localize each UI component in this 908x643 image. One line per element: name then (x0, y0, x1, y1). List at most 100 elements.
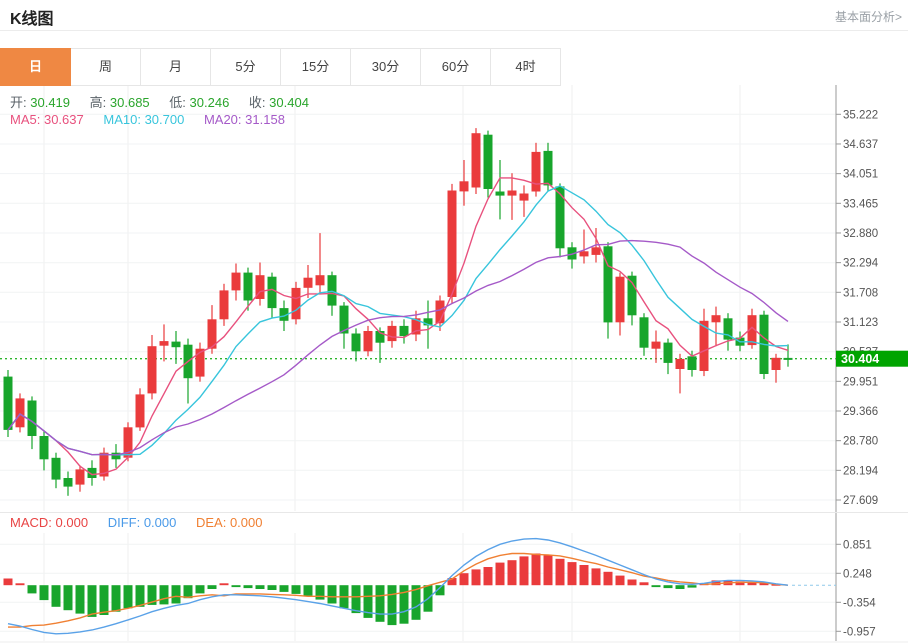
candle (771, 357, 781, 370)
candle (471, 133, 481, 188)
candle (555, 186, 565, 249)
candle (243, 272, 253, 301)
candle (591, 247, 601, 255)
close-value: 30.404 (269, 95, 309, 110)
tab-15min[interactable]: 15分 (281, 48, 351, 86)
page-title: K线图 (10, 11, 54, 28)
ma-legend: MA5: 30.637 MA10: 30.700 MA20: 31.158 (10, 112, 301, 127)
candle (291, 287, 301, 320)
candle (351, 333, 361, 352)
candle (543, 150, 553, 186)
ma20-line (7, 239, 789, 456)
high-value: 30.685 (109, 95, 150, 110)
candle (639, 317, 649, 348)
candle (363, 331, 373, 352)
candle (315, 275, 325, 286)
svg-text:-0.354: -0.354 (843, 597, 876, 609)
diff-label: DIFF: (107, 515, 141, 530)
candle (423, 318, 433, 326)
dea-line (8, 552, 789, 628)
candle (135, 394, 145, 428)
tab-30min[interactable]: 30分 (351, 48, 421, 86)
candle (207, 319, 217, 349)
svg-text:-0.957: -0.957 (843, 626, 876, 638)
svg-text:32.294: 32.294 (843, 258, 879, 270)
tab-week[interactable]: 周 (71, 48, 141, 86)
candle (747, 315, 757, 346)
macd-label: MACD: (10, 515, 52, 530)
svg-text:31.708: 31.708 (843, 287, 878, 299)
tab-60min[interactable]: 60分 (421, 48, 491, 86)
candle (3, 376, 13, 430)
svg-text:33.465: 33.465 (843, 198, 878, 210)
tab-5min[interactable]: 5分 (211, 48, 281, 86)
svg-text:34.051: 34.051 (843, 169, 878, 181)
candle (255, 275, 265, 299)
candle (111, 452, 121, 460)
svg-text:28.780: 28.780 (843, 436, 878, 448)
svg-text:34.637: 34.637 (843, 139, 878, 151)
candle (51, 457, 61, 480)
title-divider (0, 30, 908, 31)
price-badge: 30.404 (836, 350, 908, 367)
svg-text:0.851: 0.851 (843, 539, 872, 551)
candle (723, 318, 733, 340)
candles-group (3, 128, 793, 496)
candle (219, 290, 229, 320)
candle (519, 193, 529, 201)
candle (615, 276, 625, 323)
ohlc-legend: 开: 30.419 高: 30.685 低: 30.246 收: 30.404 (10, 92, 325, 111)
dea-value: 0.000 (229, 515, 263, 530)
candle (627, 275, 637, 316)
diff-line (7, 537, 789, 635)
candle (687, 356, 697, 370)
svg-text:29.366: 29.366 (843, 406, 878, 418)
ma10-value: 30.700 (144, 112, 185, 127)
candle (651, 341, 661, 349)
grid (0, 85, 908, 643)
tab-day[interactable]: 日 (0, 48, 71, 86)
candle (387, 325, 397, 342)
svg-text:0.248: 0.248 (843, 568, 872, 580)
candle (399, 325, 409, 336)
tab-4hour[interactable]: 4时 (491, 48, 561, 86)
candle (603, 246, 613, 323)
svg-text:35.222: 35.222 (843, 109, 878, 121)
dea-label: DEA: (195, 515, 227, 530)
svg-text:27.609: 27.609 (843, 495, 878, 507)
candle (447, 190, 457, 297)
candle (411, 318, 421, 335)
tab-month[interactable]: 月 (141, 48, 211, 86)
high-label: 高: (89, 95, 107, 110)
candle (567, 247, 577, 260)
macd-value: 0.000 (55, 515, 89, 530)
ma5-label: MA5: (10, 112, 41, 127)
low-label: 低: (169, 95, 186, 110)
candle (75, 469, 85, 485)
low-value: 30.246 (189, 95, 230, 110)
candle (231, 272, 241, 291)
candle (99, 452, 109, 477)
candle (783, 357, 793, 360)
candle (699, 320, 709, 371)
diff-value: 0.000 (143, 515, 177, 530)
candle (507, 190, 517, 196)
ma10-line (7, 185, 789, 456)
macd-legend: MACD: 0.000 DIFF: 0.000 DEA: 0.000 (10, 515, 279, 530)
candle (267, 276, 277, 309)
candle (15, 398, 25, 428)
candle (195, 348, 205, 377)
candle (675, 358, 685, 369)
ma20-value: 31.158 (245, 112, 285, 127)
svg-text:29.951: 29.951 (843, 376, 878, 388)
fundamental-analysis-link[interactable]: 基本面分析> (834, 10, 902, 24)
candle (63, 478, 73, 487)
candle (123, 427, 133, 458)
ma10-label: MA10: (103, 112, 141, 127)
candle (303, 277, 313, 288)
close-label: 收: (248, 95, 266, 110)
price-axis: 35.222 34.637 34.051 33.465 32.880 32.294 31.7… (835, 85, 879, 641)
candle (39, 436, 49, 460)
open-value: 30.419 (30, 95, 71, 110)
